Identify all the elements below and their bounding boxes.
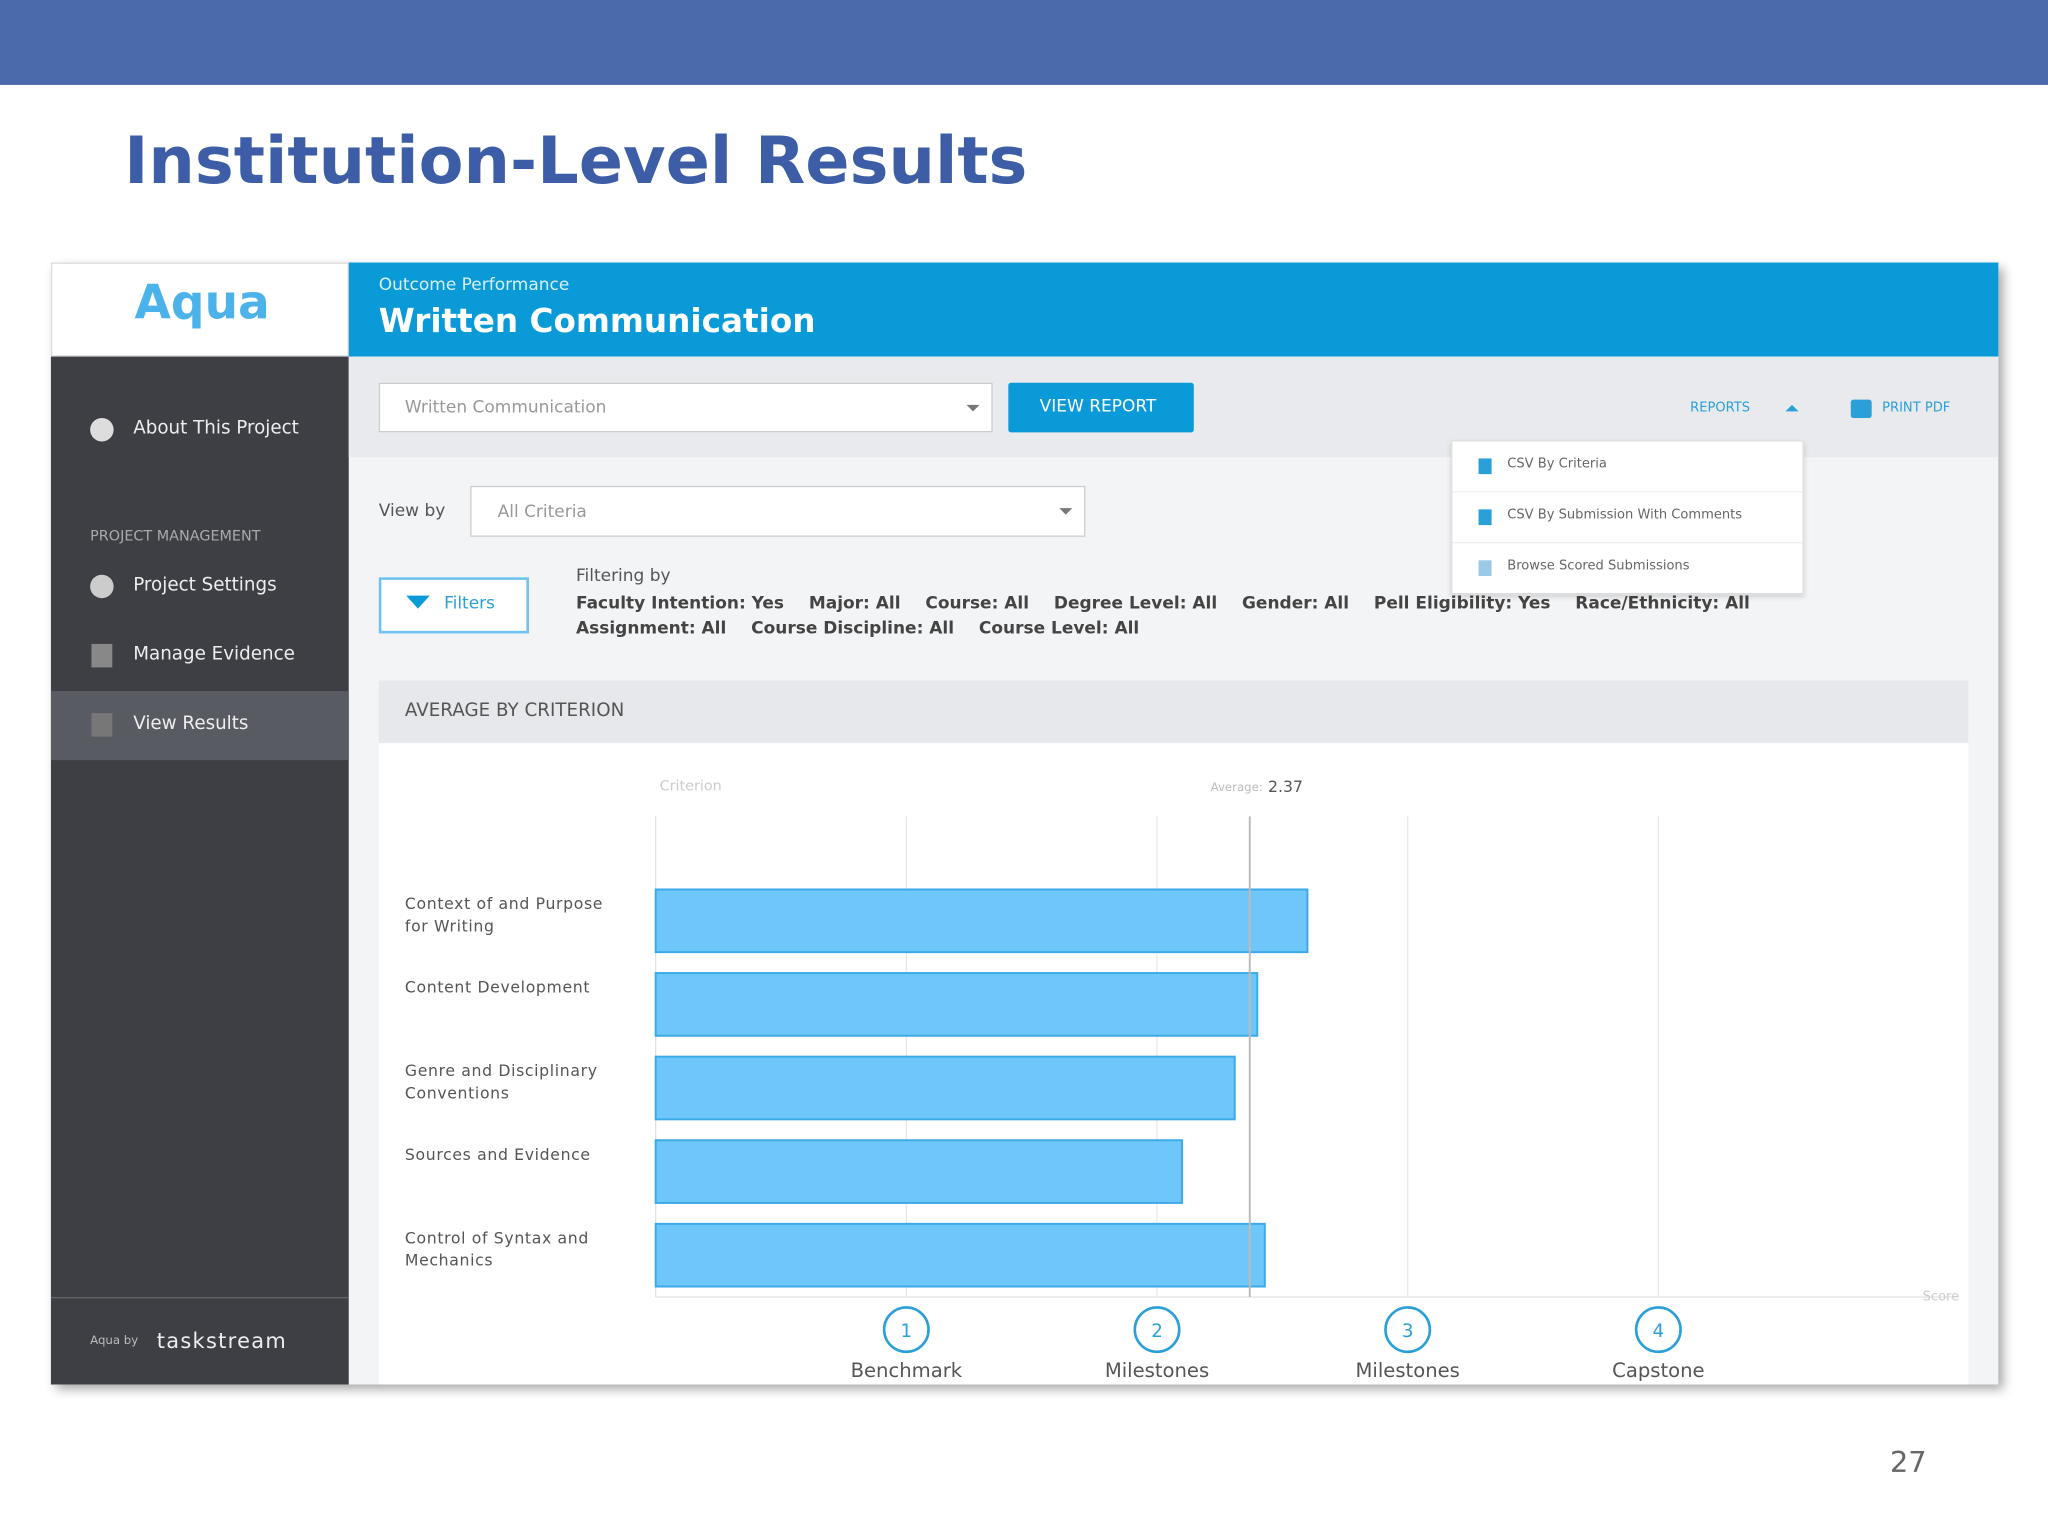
- menu-icon: [1478, 509, 1492, 526]
- dropdown-caret: [1059, 508, 1073, 515]
- category-label: Control of Syntax and Mechanics: [404, 1229, 589, 1270]
- x-tick-label: 1: [901, 1321, 913, 1342]
- bar: [654, 1055, 1236, 1121]
- reports-toggle[interactable]: REPORTS: [1690, 400, 1751, 416]
- average-label: Average:: [1211, 780, 1263, 794]
- x-tick-name: Benchmark: [851, 1359, 963, 1382]
- filter-item: Major: All: [808, 594, 901, 614]
- category-label: Genre and Disciplinary Conventions: [404, 1061, 598, 1103]
- page-number: 27: [1889, 1447, 1927, 1480]
- slide-title: Institution-Level Results: [124, 122, 1028, 199]
- outcome-select[interactable]: [378, 382, 993, 433]
- chart-header: [378, 680, 1969, 744]
- sidebar-item[interactable]: View Results: [133, 713, 249, 735]
- header: [348, 262, 1999, 357]
- x-tick-label: 4: [1653, 1321, 1665, 1342]
- sidebar: [50, 356, 349, 1385]
- gear-icon: [90, 574, 114, 599]
- filter-item: Race/Ethnicity: All: [1575, 594, 1750, 614]
- menu-item-label: CSV By Criteria: [1507, 457, 1607, 472]
- filters-button[interactable]: [378, 577, 529, 634]
- menu-icon: [1478, 560, 1492, 576]
- sidebar-section: PROJECT MANAGEMENT: [90, 527, 261, 545]
- filter-item: Assignment: All: [575, 619, 727, 639]
- x-axis-label: Score: [1923, 1289, 1960, 1304]
- chart-title: AVERAGE BY CRITERION: [404, 700, 625, 721]
- dropdown-caret: [966, 404, 980, 412]
- filter-item: Course: All: [925, 594, 1030, 614]
- info-icon: [90, 417, 114, 442]
- print-pdf[interactable]: PRINT PDF: [1882, 400, 1951, 416]
- print-icon: [1850, 399, 1872, 418]
- results-icon: [91, 713, 113, 737]
- filter-icon: [406, 595, 430, 609]
- bar: [654, 1222, 1266, 1288]
- category-label: Sources and Evidence: [404, 1145, 591, 1164]
- sidebar-item[interactable]: Manage Evidence: [133, 643, 295, 665]
- category-header: Criterion: [660, 778, 722, 794]
- sidebar-divider: [50, 1296, 349, 1299]
- tick-circle: [1384, 1306, 1432, 1354]
- chart: Criterion Score 1 Benchmark 2 Milestones 3 Mile…: [654, 777, 1960, 1382]
- reports-menu: CSV By Criteria CSV By Submission With Co…: [1451, 440, 1804, 595]
- footer-prefix: Aqua by: [90, 1334, 139, 1348]
- average-value: 2.37: [1268, 777, 1303, 796]
- logo-area: [50, 262, 349, 357]
- filter-item: Gender: All: [1241, 594, 1350, 614]
- filter-item: Course Discipline: All: [751, 619, 955, 639]
- menu-icon: [1478, 458, 1492, 475]
- header-kicker: Outcome Performance: [378, 275, 570, 296]
- menu-item[interactable]: Browse Scored Submissions: [1452, 543, 1802, 593]
- tick-circle: [1133, 1306, 1181, 1354]
- category-label: Content Development: [404, 978, 591, 997]
- menu-item[interactable]: CSV By Criteria: [1452, 441, 1803, 493]
- x-tick-label: 2: [1151, 1321, 1163, 1342]
- view-report-button[interactable]: [1008, 382, 1194, 433]
- bar: [654, 972, 1259, 1037]
- header-title: Written Communication: [378, 301, 816, 340]
- evidence-icon: [91, 643, 113, 668]
- logo: Aqua: [134, 276, 270, 331]
- top-band: [0, 0, 2048, 85]
- x-tick-name: Milestones: [1356, 1359, 1460, 1382]
- tick-circle: [1634, 1306, 1682, 1354]
- sidebar-item[interactable]: Project Settings: [133, 574, 277, 596]
- view-report-label: VIEW REPORT: [1039, 397, 1157, 417]
- view-by-select[interactable]: [470, 485, 1086, 537]
- category-label: Context of and Purpose for Writing: [404, 894, 604, 936]
- menu-item-label: Browse Scored Submissions: [1507, 559, 1690, 574]
- menu-item-label: CSV By Submission With Comments: [1507, 508, 1743, 523]
- filter-list: Faculty Intention: Yes Major: All Course: …: [576, 594, 1830, 638]
- bar: [654, 888, 1309, 954]
- tick-circle: [882, 1306, 930, 1354]
- filter-item: Course Level: All: [978, 619, 1140, 639]
- x-tick-label: 3: [1402, 1321, 1414, 1342]
- filter-item: Faculty Intention: Yes: [575, 594, 785, 614]
- filtering-by-label: Filtering by: [575, 566, 671, 587]
- filter-item: Pell Eligibility: Yes: [1373, 594, 1551, 614]
- x-tick-name: Capstone: [1612, 1359, 1704, 1382]
- filters-button-label: Filters: [444, 594, 495, 614]
- reports-caret: [1785, 404, 1799, 412]
- view-by-label: View by: [378, 501, 446, 522]
- view-by-select-text: All Criteria: [497, 502, 587, 523]
- menu-item[interactable]: CSV By Submission With Comments: [1452, 492, 1803, 544]
- sidebar-item[interactable]: About This Project: [133, 417, 299, 439]
- filter-item: Degree Level: All: [1053, 594, 1218, 614]
- x-tick-name: Milestones: [1105, 1359, 1209, 1382]
- outcome-select-text: Written Communication: [404, 398, 607, 418]
- footer-brand: taskstream: [156, 1328, 288, 1354]
- bar: [654, 1139, 1184, 1204]
